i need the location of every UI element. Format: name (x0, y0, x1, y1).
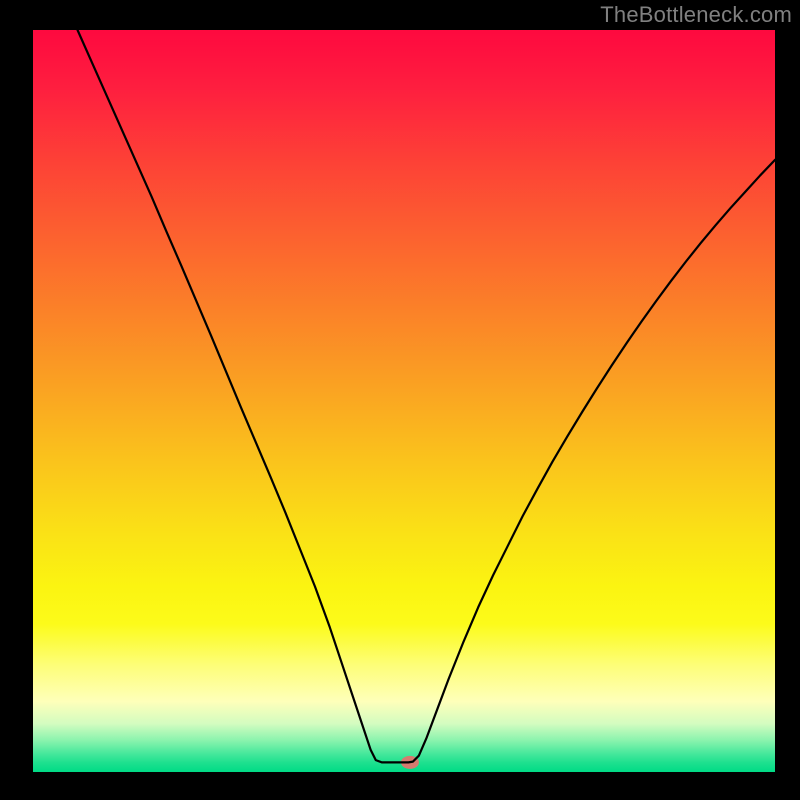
watermark-text: TheBottleneck.com (600, 2, 792, 28)
bottleneck-chart (0, 0, 800, 800)
chart-gradient-background (33, 30, 775, 772)
chart-container: TheBottleneck.com (0, 0, 800, 800)
